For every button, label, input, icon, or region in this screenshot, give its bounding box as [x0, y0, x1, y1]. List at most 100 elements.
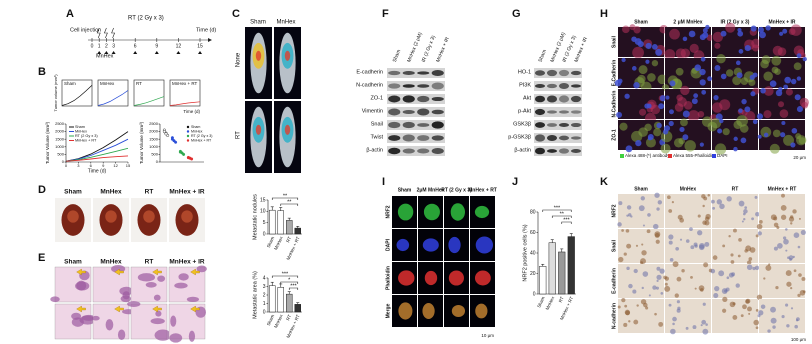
blot-strip — [534, 120, 582, 130]
lung-highlight — [67, 210, 79, 223]
cell-injection: Cell injection — [70, 27, 101, 33]
lung-highlight — [143, 210, 155, 223]
bar — [277, 287, 284, 313]
band — [546, 149, 558, 153]
significance-bracket — [561, 221, 572, 224]
stain — [781, 193, 785, 198]
tissue — [155, 310, 162, 317]
nucleus — [733, 146, 738, 152]
cell — [689, 43, 699, 53]
band — [534, 70, 546, 76]
stain — [748, 257, 753, 261]
stain — [641, 250, 647, 256]
x-label: Time (d) — [183, 109, 200, 114]
stain — [798, 217, 801, 220]
tissue — [120, 295, 132, 303]
blot-strip — [534, 107, 582, 117]
significance: *** — [554, 205, 561, 211]
row-label: p-Akt — [518, 108, 531, 114]
stain — [785, 228, 788, 231]
series-line — [65, 155, 129, 162]
band — [402, 148, 415, 154]
stain — [790, 287, 793, 290]
stain — [785, 270, 792, 277]
band — [388, 70, 401, 76]
cell — [448, 270, 464, 286]
column-label: 2μM MnHex — [417, 187, 445, 193]
stain — [740, 314, 744, 318]
nucleus — [655, 48, 663, 56]
series-line — [61, 84, 93, 106]
stain — [770, 214, 777, 221]
stain — [712, 255, 718, 260]
category-label: RT — [558, 296, 565, 304]
legend-label: RT (2 Gy x 3) — [191, 134, 212, 138]
tissue — [174, 282, 188, 289]
cell — [732, 75, 742, 86]
stain — [668, 234, 674, 240]
stain — [793, 269, 797, 273]
ihc-image — [665, 264, 711, 298]
legend-swatch — [620, 154, 624, 158]
stain — [772, 325, 776, 329]
band — [402, 84, 415, 88]
stain — [757, 231, 762, 236]
band — [534, 95, 546, 103]
stain — [668, 240, 673, 245]
nucleus — [775, 89, 783, 97]
stain — [617, 305, 621, 309]
cell — [736, 115, 748, 127]
column-label: MnHex + IR — [169, 189, 205, 196]
stain — [742, 212, 746, 216]
cell — [710, 118, 722, 129]
band — [558, 110, 570, 114]
y-tick-label: 10 — [260, 209, 266, 215]
stain — [729, 301, 736, 308]
row-label: Vimentin — [362, 108, 383, 114]
significance-bracket — [288, 287, 299, 290]
row-label: E-Cadherin — [611, 60, 617, 87]
ihc-image — [618, 299, 664, 333]
stain — [702, 204, 705, 208]
row-label: DAPI — [385, 238, 391, 251]
band — [558, 148, 570, 154]
category-label: RT — [285, 314, 292, 322]
stain — [710, 268, 716, 274]
day-label: 3 — [112, 43, 115, 49]
drug: MnHex — [96, 53, 114, 59]
bar — [558, 251, 566, 295]
stain — [669, 258, 674, 262]
stain — [640, 196, 645, 201]
stain — [667, 195, 671, 200]
category-label: MnHex — [273, 235, 284, 251]
column-label: IR (2 Gy x 3) — [421, 34, 437, 63]
column-label: RT (2 Gy x 3) — [441, 187, 472, 193]
cell — [474, 205, 490, 219]
row-label: None — [236, 52, 242, 67]
cell — [763, 110, 772, 119]
bar — [269, 209, 276, 235]
nucleus — [769, 80, 777, 88]
nucleus — [791, 128, 798, 134]
band — [570, 136, 582, 140]
cell — [769, 143, 780, 154]
nucleus — [790, 78, 797, 85]
column-label: MnHex + RT — [768, 186, 797, 192]
stain — [793, 232, 800, 239]
nucleus — [707, 76, 713, 82]
stain — [624, 304, 628, 308]
panel-letter: E — [38, 252, 45, 264]
stain — [782, 236, 787, 240]
stain — [664, 285, 671, 292]
cell — [423, 203, 440, 221]
radiation-bolt — [96, 27, 101, 39]
stain — [711, 199, 715, 204]
stain — [690, 245, 695, 250]
category-label: Sham — [536, 296, 546, 309]
panel-letter: B — [38, 66, 46, 78]
stain — [641, 286, 644, 290]
band — [546, 110, 558, 114]
column-label: Sham — [634, 19, 648, 25]
dot — [164, 132, 168, 136]
